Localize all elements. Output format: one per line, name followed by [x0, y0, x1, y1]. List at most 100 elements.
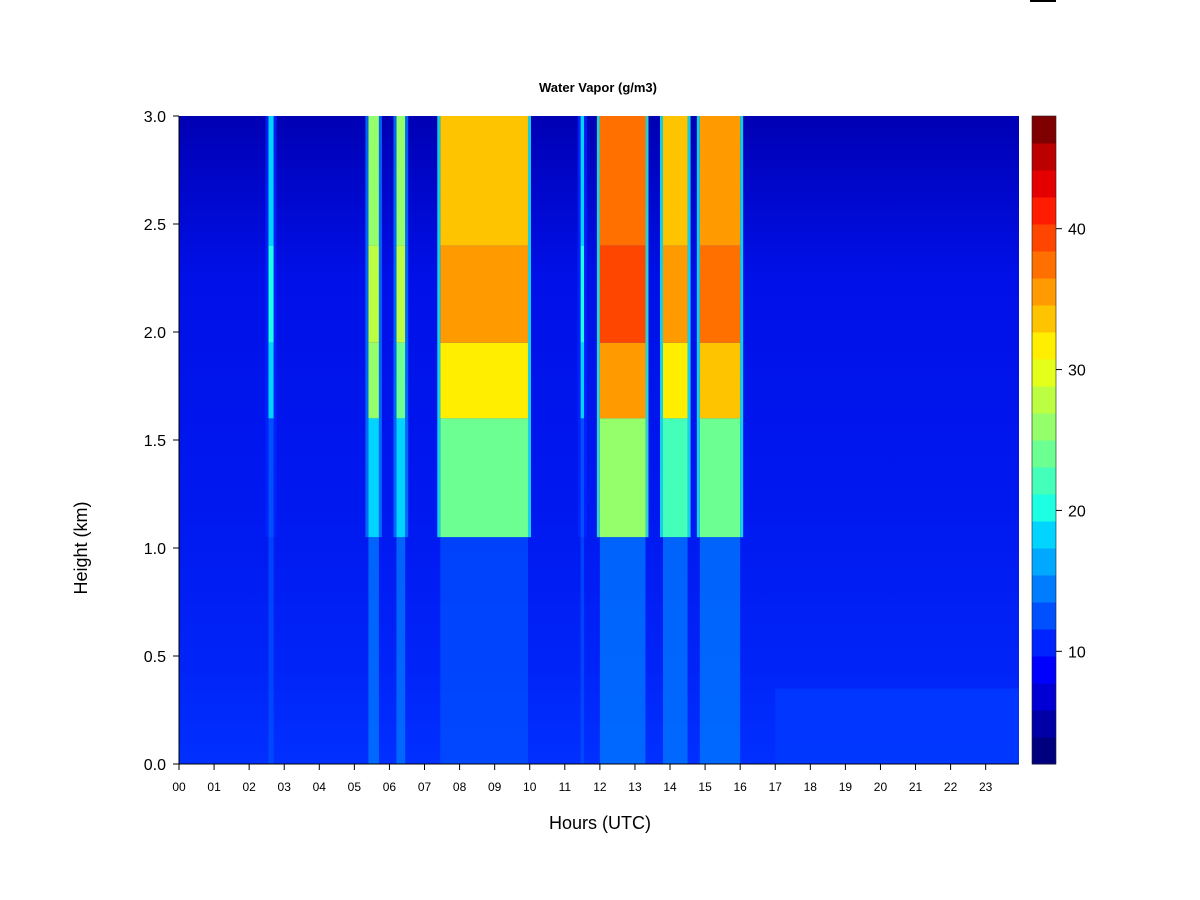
x-tick-label: 20 [874, 780, 888, 794]
heatmap-cell [378, 116, 382, 538]
heatmap-cell [405, 116, 409, 538]
heatmap-cell [663, 342, 688, 419]
heatmap-cell [440, 342, 528, 419]
y-tick-label: 1.0 [144, 541, 166, 558]
colorbar-swatch [1032, 737, 1056, 765]
colorbar-swatch [1032, 251, 1056, 279]
heatmap-cell [687, 116, 691, 538]
heatmap-cell [599, 116, 646, 246]
heatmap-cell [265, 116, 269, 538]
heatmap-feature-6 [660, 116, 691, 764]
heatmap-cell [368, 245, 379, 343]
heatmap-cell [368, 537, 379, 764]
x-tick-label: 01 [207, 780, 221, 794]
heatmap-cell [268, 418, 274, 538]
heatmap-cell [580, 116, 585, 246]
x-tick-label: 10 [523, 780, 537, 794]
y-tick-label: 3.0 [144, 109, 166, 126]
colorbar-swatch [1032, 413, 1056, 441]
x-tick-label: 18 [804, 780, 818, 794]
x-axis-label: Hours (UTC) [549, 813, 651, 833]
colorbar-tick-label: 10 [1068, 644, 1086, 661]
x-tick-label: 16 [733, 780, 747, 794]
colorbar-swatch [1032, 278, 1056, 306]
x-tick-label: 19 [839, 780, 853, 794]
heatmap-cell [699, 116, 741, 246]
colorbar-swatch [1032, 602, 1056, 630]
x-tick-label: 14 [663, 780, 677, 794]
heatmap-cell [273, 116, 277, 538]
heatmap-cell [584, 116, 588, 538]
heatmap-cell [368, 342, 379, 419]
colorbar-swatch [1032, 197, 1056, 225]
heatmap-cell [699, 245, 741, 343]
x-tick-label: 22 [944, 780, 958, 794]
heatmap-feature-5 [596, 116, 649, 764]
heatmap-cell [440, 116, 528, 246]
colorbar-swatch [1032, 116, 1056, 144]
y-tick-label: 0.0 [144, 757, 166, 774]
y-tick-label: 2.5 [144, 217, 166, 234]
colorbar-swatch [1032, 494, 1056, 522]
heatmap-cell [580, 245, 585, 343]
x-tick-label: 03 [278, 780, 292, 794]
heatmap-feature-1 [365, 116, 382, 764]
heatmap-cell [268, 537, 274, 764]
heatmap-cell [599, 245, 646, 343]
colorbar-tick-label: 30 [1068, 363, 1086, 380]
corner-mark [1030, 0, 1056, 2]
heatmap-cell [599, 537, 646, 764]
heatmap-low-layer [775, 688, 1019, 764]
colorbar-swatch [1032, 629, 1056, 657]
colorbar-swatch [1032, 143, 1056, 171]
y-tick-label: 2.0 [144, 325, 166, 342]
heatmap-cell [696, 116, 700, 538]
x-tick-label: 17 [769, 780, 783, 794]
x-tick-label: 07 [418, 780, 432, 794]
y-tick-label: 0.5 [144, 649, 166, 666]
x-tick-label: 04 [313, 780, 327, 794]
heatmap-cell [440, 245, 528, 343]
x-tick-label: 23 [979, 780, 993, 794]
heatmap-cell [580, 537, 585, 764]
heatmap-cell [396, 245, 406, 343]
heatmap-cell [663, 537, 688, 764]
colorbar-swatch [1032, 224, 1056, 252]
heatmap-cell [396, 418, 406, 538]
x-tick-label: 15 [698, 780, 712, 794]
heatmap-cell [577, 116, 581, 538]
heatmap-cell [440, 537, 528, 764]
x-tick-label: 13 [628, 780, 642, 794]
heatmap-cell [396, 537, 406, 764]
heatmap-cell [368, 418, 379, 538]
colorbar-swatch [1032, 305, 1056, 333]
colorbar-swatch [1032, 656, 1056, 684]
heatmap-cell [599, 418, 646, 538]
x-tick-label: 09 [488, 780, 502, 794]
x-tick-label: 05 [348, 780, 362, 794]
heatmap-cell [393, 116, 397, 538]
colorbar-swatch [1032, 548, 1056, 576]
chart-title: Water Vapor (g/m3) [539, 80, 657, 95]
colorbar-swatch [1032, 710, 1056, 738]
x-tick-label: 11 [559, 780, 572, 794]
heatmap-cell [268, 245, 274, 343]
heatmap-cell [368, 116, 379, 246]
x-tick-label: 12 [593, 780, 607, 794]
colorbar-swatch [1032, 386, 1056, 414]
heatmap-feature-3 [437, 116, 531, 764]
heatmap-feature-0 [265, 116, 277, 764]
heatmap-cell [527, 116, 531, 538]
x-tick-label: 08 [453, 780, 467, 794]
heatmap-cell [268, 342, 274, 419]
colorbar-frame [1031, 115, 1057, 765]
colorbar-swatch [1032, 683, 1056, 711]
heatmap-cell [365, 116, 369, 538]
heatmap-cell [699, 537, 741, 764]
colorbar-swatch [1032, 521, 1056, 549]
heatmap-cell [596, 116, 600, 538]
colorbar-swatch [1032, 467, 1056, 495]
heatmap-cell [660, 116, 664, 538]
